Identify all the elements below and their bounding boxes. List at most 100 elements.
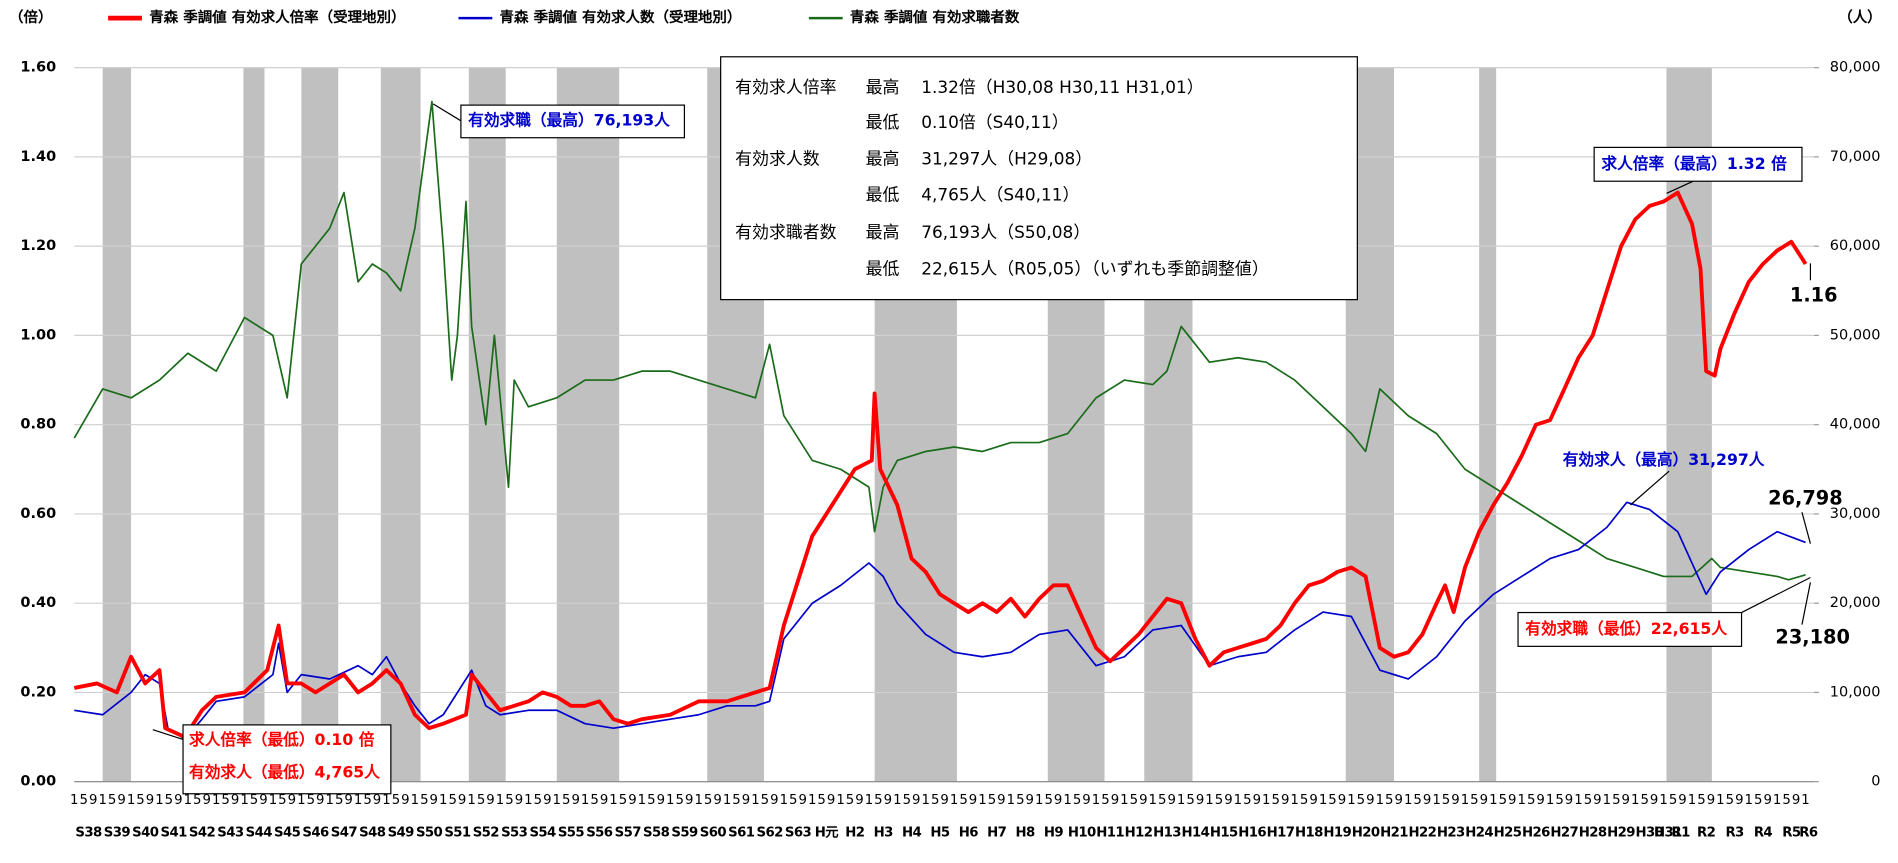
month-label: 5 xyxy=(165,793,173,808)
leader-line xyxy=(1801,582,1812,625)
month-label: 9 xyxy=(401,793,409,808)
month-label: 9 xyxy=(1139,793,1147,808)
month-label: 9 xyxy=(515,793,523,808)
month-label: 5 xyxy=(193,793,201,808)
month-label: 1 xyxy=(1319,793,1327,808)
month-label: 9 xyxy=(713,793,721,808)
legend-label: 青森 季調値 有効求職者数 xyxy=(850,8,1020,26)
month-label: 5 xyxy=(1697,793,1705,808)
era-label: S42 xyxy=(189,825,216,840)
month-label: 1 xyxy=(1376,793,1384,808)
month-label: 9 xyxy=(855,793,863,808)
month-label: 5 xyxy=(562,793,570,808)
month-label: 1 xyxy=(609,793,617,808)
month-label: 9 xyxy=(1593,793,1601,808)
month-label: 9 xyxy=(742,793,750,808)
y2-tick-label: 50,000 xyxy=(1830,327,1881,343)
month-label: 9 xyxy=(1196,793,1204,808)
month-label: 1 xyxy=(723,793,731,808)
era-label: S62 xyxy=(757,825,784,840)
info-text: 0.10倍（S40,11） xyxy=(921,112,1069,132)
month-label: 9 xyxy=(231,793,239,808)
month-label: 1 xyxy=(694,793,702,808)
y-tick-label: 1.60 xyxy=(20,60,56,76)
month-label: 5 xyxy=(1186,793,1194,808)
info-text: 76,193人（S50,08） xyxy=(921,222,1090,242)
y2-tick-label: 20,000 xyxy=(1830,595,1881,611)
month-label: 1 xyxy=(1489,793,1497,808)
month-label: 5 xyxy=(1044,793,1052,808)
month-label: 5 xyxy=(903,793,911,808)
month-label: 1 xyxy=(382,793,390,808)
month-label: 9 xyxy=(1508,793,1516,808)
y-tick-label: 0.00 xyxy=(20,774,56,790)
era-label: S61 xyxy=(728,825,755,840)
era-label: H13 xyxy=(1153,825,1181,840)
month-label: 5 xyxy=(676,793,684,808)
month-label: 9 xyxy=(1026,793,1034,808)
series-line xyxy=(74,501,1806,740)
month-label: 9 xyxy=(940,793,948,808)
annotation: 有効求職（最低）22,615人 xyxy=(1525,619,1727,638)
month-label: 5 xyxy=(732,793,740,808)
era-label: S46 xyxy=(302,825,329,840)
month-label: 5 xyxy=(136,793,144,808)
month-label: 9 xyxy=(1565,793,1573,808)
month-label: 1 xyxy=(325,793,333,808)
month-label: 1 xyxy=(1517,793,1525,808)
month-label: 1 xyxy=(439,793,447,808)
era-label: H9 xyxy=(1044,825,1063,840)
month-label: 5 xyxy=(619,793,627,808)
info-text: 最高 xyxy=(866,222,900,242)
month-label: 5 xyxy=(1016,793,1024,808)
month-label: 1 xyxy=(155,793,163,808)
y-tick-label: 0.40 xyxy=(20,595,56,611)
left-axis-label: （倍） xyxy=(9,8,52,26)
month-label: 1 xyxy=(808,793,816,808)
era-label: H11 xyxy=(1096,825,1124,840)
month-label: 9 xyxy=(1792,793,1800,808)
month-label: 5 xyxy=(817,793,825,808)
era-label: S60 xyxy=(700,825,727,840)
month-label: 5 xyxy=(1527,793,1535,808)
month-label: 9 xyxy=(373,793,381,808)
era-label: S43 xyxy=(217,825,244,840)
month-label: 1 xyxy=(467,793,475,808)
era-label: R3 xyxy=(1725,825,1744,840)
annotation: 有効求職（最高）76,193人 xyxy=(468,110,670,129)
era-label: H3 xyxy=(874,825,893,840)
month-label: 5 xyxy=(250,793,258,808)
month-label: 1 xyxy=(1745,793,1753,808)
month-label: 1 xyxy=(524,793,532,808)
right-axis-label: （人） xyxy=(1838,8,1881,26)
month-label: 9 xyxy=(1281,793,1289,808)
month-label: 1 xyxy=(98,793,106,808)
month-label: 9 xyxy=(770,793,778,808)
month-label: 5 xyxy=(1158,793,1166,808)
month-label: 9 xyxy=(1480,793,1488,808)
era-label: H5 xyxy=(930,825,949,840)
y-tick-label: 1.00 xyxy=(20,327,56,343)
era-label: R6 xyxy=(1799,825,1818,840)
series-line xyxy=(73,190,1808,740)
month-label: 5 xyxy=(505,793,513,808)
month-label: 5 xyxy=(335,793,343,808)
month-label: 5 xyxy=(1215,793,1223,808)
leader-line xyxy=(1666,180,1694,194)
era-label: S63 xyxy=(785,825,812,840)
month-label: 1 xyxy=(1149,793,1157,808)
era-label: H23 xyxy=(1437,825,1465,840)
month-label: 9 xyxy=(89,793,97,808)
month-label: 5 xyxy=(80,793,88,808)
era-label: H21 xyxy=(1380,825,1408,840)
era-label: S56 xyxy=(586,825,613,840)
leader-line xyxy=(432,103,462,122)
annotation: 1.16 xyxy=(1790,283,1838,306)
month-label: 5 xyxy=(108,793,116,808)
month-label: 1 xyxy=(70,793,78,808)
month-label: 5 xyxy=(307,793,315,808)
era-label: H31 xyxy=(1654,825,1682,840)
month-label: 1 xyxy=(666,793,674,808)
month-label: 5 xyxy=(534,793,542,808)
month-label: 5 xyxy=(959,793,967,808)
